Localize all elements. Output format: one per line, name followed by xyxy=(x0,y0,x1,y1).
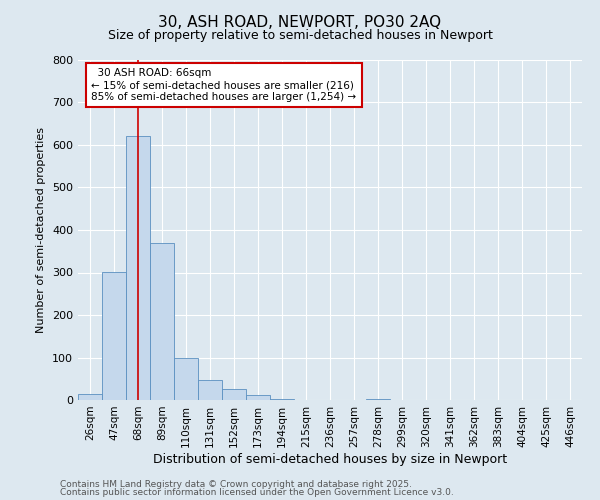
Text: Contains HM Land Registry data © Crown copyright and database right 2025.: Contains HM Land Registry data © Crown c… xyxy=(60,480,412,489)
Bar xyxy=(366,399,390,400)
Bar xyxy=(198,380,222,400)
Bar xyxy=(78,394,102,400)
Bar xyxy=(222,390,246,400)
Bar xyxy=(102,272,126,400)
X-axis label: Distribution of semi-detached houses by size in Newport: Distribution of semi-detached houses by … xyxy=(153,452,507,466)
Text: 30, ASH ROAD, NEWPORT, PO30 2AQ: 30, ASH ROAD, NEWPORT, PO30 2AQ xyxy=(158,15,442,30)
Bar xyxy=(174,358,198,400)
Text: Size of property relative to semi-detached houses in Newport: Size of property relative to semi-detach… xyxy=(107,29,493,42)
Y-axis label: Number of semi-detached properties: Number of semi-detached properties xyxy=(37,127,46,333)
Bar xyxy=(246,395,270,400)
Bar xyxy=(270,398,294,400)
Text: Contains public sector information licensed under the Open Government Licence v3: Contains public sector information licen… xyxy=(60,488,454,497)
Bar xyxy=(126,136,150,400)
Text: 30 ASH ROAD: 66sqm
← 15% of semi-detached houses are smaller (216)
85% of semi-d: 30 ASH ROAD: 66sqm ← 15% of semi-detache… xyxy=(91,68,356,102)
Bar xyxy=(150,243,174,400)
